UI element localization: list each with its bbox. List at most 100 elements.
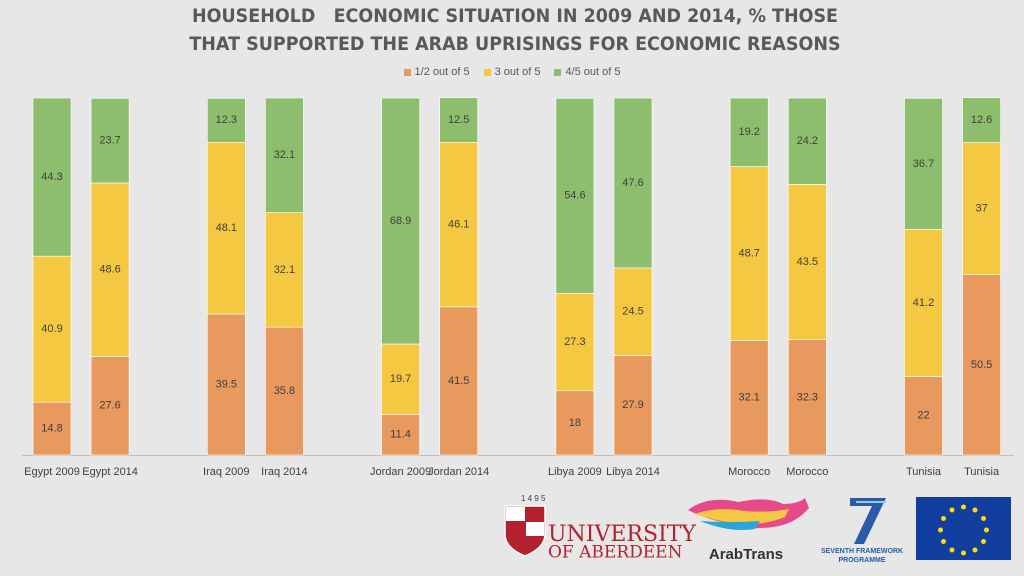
data-label: 22 (917, 410, 929, 422)
arabtrans-logo: ArabTrans (688, 498, 809, 563)
bar-segment (787, 339, 827, 456)
data-label: 46.1 (448, 218, 469, 230)
stars (938, 504, 989, 556)
data-label: 68.9 (390, 215, 411, 227)
bar-segment (439, 97, 479, 143)
legend-label: 1/2 out of 5 (414, 66, 470, 78)
data-label: 39.5 (216, 378, 237, 390)
data-label: 36.7 (913, 158, 934, 170)
data-label: 48.6 (99, 264, 120, 276)
data-label: 19.7 (390, 373, 411, 385)
x-tick-label: Iraq 2014 (261, 466, 308, 478)
x-tick-label: Egypt 2014 (82, 466, 138, 478)
legend-label: 3 out of 5 (494, 66, 541, 78)
data-label: 23.7 (99, 135, 120, 147)
x-tick-label: Jordan 2009 (370, 466, 432, 478)
logo-text: UNIVERSITY (548, 522, 696, 547)
bar-segment (555, 292, 595, 392)
bar-segment (90, 356, 130, 456)
data-label: 27.9 (622, 399, 643, 411)
eu-flag (916, 497, 1011, 560)
data-label: 37 (975, 203, 987, 215)
x-tick-label: Tunisia (905, 466, 942, 478)
data-label: 50.5 (971, 359, 992, 371)
bar-segment (613, 97, 653, 269)
legend-label: 4/5 out of 5 (565, 66, 621, 78)
crest-part (506, 507, 525, 521)
logo-text: OF ABERDEEN (548, 543, 683, 563)
legend-item: 3 out of 5 (483, 66, 541, 78)
bar-segment (962, 142, 1001, 276)
bar-segment (555, 98, 595, 294)
x-tick-label: Jordan 2014 (428, 466, 490, 478)
bar-segment (32, 97, 72, 257)
data-label: 32.1 (274, 264, 295, 276)
bar-segment (265, 212, 304, 328)
data-label: 12.6 (971, 114, 992, 126)
data-label: 11.4 (390, 429, 411, 441)
bar-segment (32, 401, 72, 456)
data-label: 40.9 (41, 323, 62, 335)
data-label: 32.3 (797, 391, 818, 403)
x-tick-label: Libya 2009 (547, 466, 602, 478)
legend-item: 4/5 out of 5 (554, 66, 620, 78)
data-label: 24.5 (622, 306, 643, 318)
map-shape (694, 509, 789, 525)
bar-segment (381, 414, 420, 456)
data-label: 32.1 (738, 392, 759, 404)
legend-item: 1/2 out of 5 (403, 66, 470, 78)
bar-segment (904, 376, 943, 456)
data-label: 19.2 (738, 126, 759, 138)
fp7-logo: SEVENTH FRAMEWORK PROGRAMME (821, 498, 903, 564)
x-tick-label: Libya 2014 (606, 466, 660, 478)
bar-segment (613, 355, 653, 456)
bar-segment (904, 98, 943, 230)
legend: 1/2 out of 5 3 out of 5 4/5 out of 5 (0, 66, 1024, 78)
bar-segment (207, 141, 246, 315)
data-label: 48.7 (738, 247, 759, 259)
bar-segment (381, 97, 420, 345)
bar-segment (207, 313, 246, 456)
bar-segment (729, 166, 769, 341)
logo-text: SEVENTH FRAMEWORK (821, 548, 903, 555)
data-label: 12.3 (216, 114, 237, 126)
bar-segment (729, 97, 769, 167)
bar-segment (207, 98, 246, 143)
data-label: 47.6 (622, 177, 643, 189)
bar-segment (904, 229, 943, 377)
bar-segment (729, 340, 769, 456)
bar-segment (90, 98, 130, 184)
data-label: 18 (569, 417, 581, 429)
x-tick-label: Tunisia (964, 466, 1000, 478)
data-label: 24.2 (797, 135, 818, 147)
logo-year: 1 4 9 5 (521, 494, 546, 503)
chart-title: HOUSEHOLD ECONOMIC SITUATION IN 2009 AND… (189, 5, 845, 55)
bar-segment (787, 97, 827, 185)
data-label: 32.1 (274, 149, 295, 161)
logo-text: ArabTrans (709, 546, 783, 563)
data-label: 54.6 (564, 190, 585, 202)
legend-swatch (403, 68, 411, 76)
x-tick-label: Morocco (786, 466, 829, 478)
data-label: 44.3 (41, 171, 62, 183)
data-label: 43.5 (797, 256, 818, 268)
legend-swatch (554, 68, 562, 76)
fp7-seven (850, 498, 886, 544)
map-shape (700, 521, 760, 530)
bar-segment (265, 97, 304, 213)
crest-part (526, 522, 544, 536)
data-label: 12.5 (448, 114, 469, 126)
legend-swatch (483, 68, 491, 76)
data-label: 48.1 (216, 222, 237, 234)
data-label: 41.2 (913, 297, 934, 309)
bar-segment (962, 274, 1001, 456)
bar-segment (265, 326, 304, 456)
data-label: 14.8 (41, 422, 62, 434)
data-label: 27.3 (564, 336, 585, 348)
x-tick-label: Morocco (728, 466, 771, 478)
logo-text: PROGRAMME (838, 557, 885, 564)
bar-segment (555, 390, 595, 456)
bar-segment (439, 306, 479, 456)
